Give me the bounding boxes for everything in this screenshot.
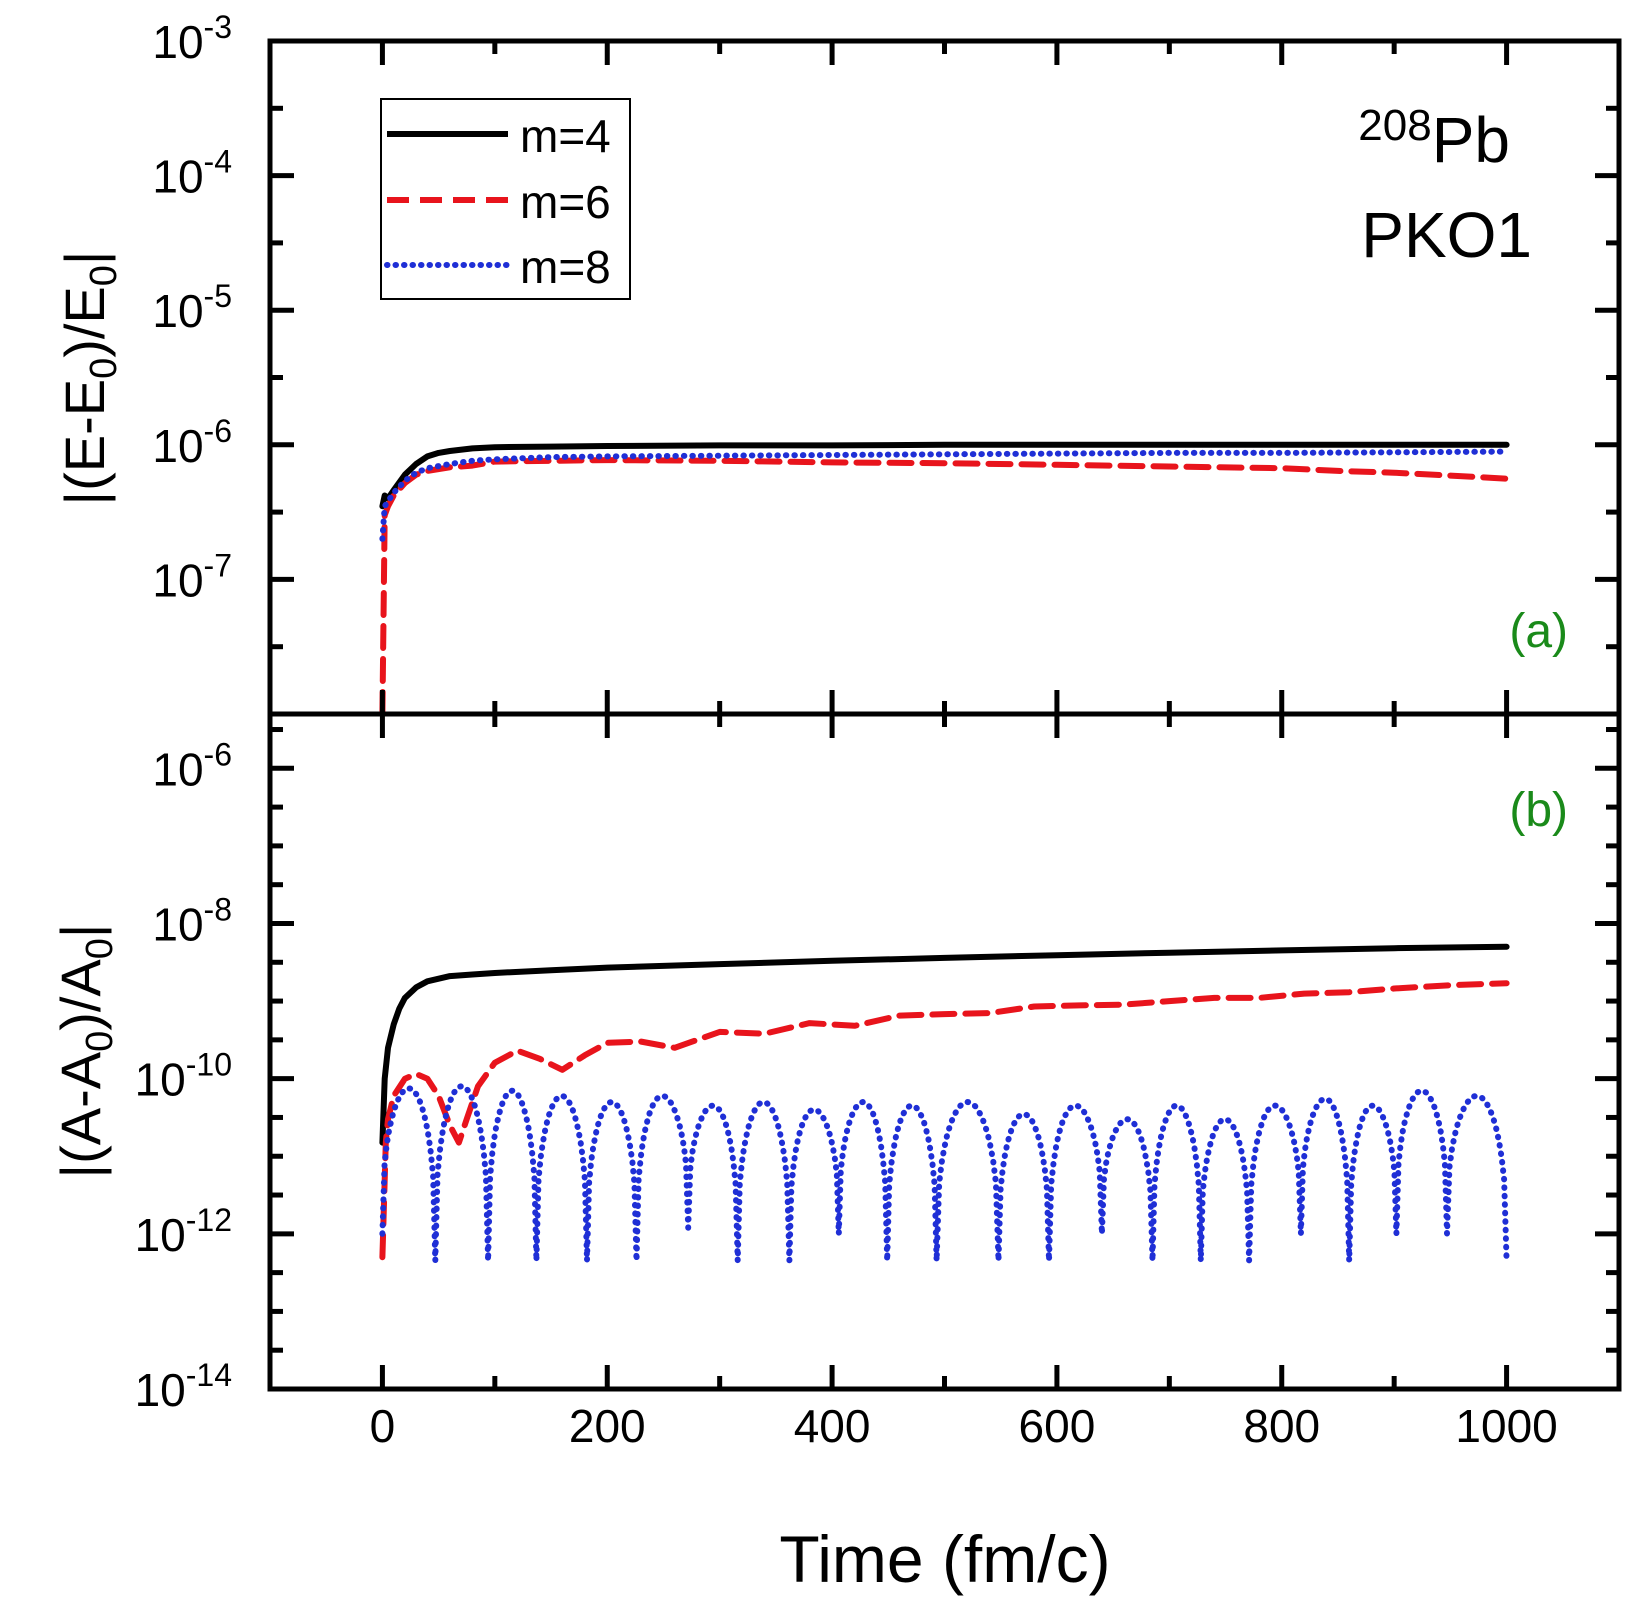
panel-a-series (379, 441, 1510, 717)
series-m=4 (379, 441, 1510, 510)
panel-a-y-label: |(E-E0)/E0| (53, 251, 125, 506)
series-m=8 (379, 1083, 1510, 1264)
legend-label-m6: m=6 (520, 176, 611, 228)
panel-b-ticks: 10-6 10-8 10-10 10-12 10-14 (135, 714, 1622, 1416)
panel-b-frame (267, 711, 1622, 1392)
x-tick-labels: 0 200 400 600 800 1000 (370, 1400, 1558, 1452)
y-tick-label: 10-14 (135, 1357, 232, 1416)
legend-label-m4: m=4 (520, 110, 611, 162)
y-tick-label: 10-5 (152, 278, 232, 337)
y-tick-label: 10-7 (152, 547, 232, 606)
panel-b-series (379, 943, 1510, 1264)
panel-a-ticks: 10-3 10-4 10-5 10-6 10-7 (152, 9, 1622, 717)
y-tick-label: 10-3 (152, 9, 232, 68)
interaction-label: PKO1 (1361, 199, 1532, 271)
x-tick-label: 600 (1019, 1400, 1096, 1452)
panel-b-y-label: |(A-A0)/A0| (49, 924, 121, 1179)
x-tick-label: 400 (794, 1400, 871, 1452)
x-tick-label: 800 (1243, 1400, 1320, 1452)
y-tick-label: 10-6 (152, 736, 232, 795)
y-tick-label: 10-4 (152, 144, 232, 203)
panel-a-label: (a) (1509, 605, 1568, 658)
isotope-label: 208Pb (1358, 101, 1510, 176)
y-tick-label: 10-6 (152, 413, 232, 472)
series-m=4 (379, 943, 1510, 1146)
series-m=6 (379, 980, 1510, 1261)
x-tick-label: 1000 (1455, 1400, 1557, 1452)
series-m=8 (379, 448, 1510, 542)
panel-b: 10-6 10-8 10-10 10-12 10-14 (135, 714, 1622, 1416)
y-tick-label: 10-10 (135, 1047, 232, 1106)
x-tick-label: 0 (370, 1400, 396, 1452)
panel-a: 10-3 10-4 10-5 10-6 10-7 (152, 9, 1622, 717)
x-tick-label: 200 (569, 1400, 646, 1452)
x-axis-label: Time (fm/c) (779, 1522, 1110, 1596)
y-tick-label: 10-8 (152, 891, 232, 950)
y-tick-label: 10-12 (135, 1202, 232, 1261)
legend-label-m8: m=8 (520, 241, 611, 293)
series-m=6 (379, 457, 1510, 717)
legend: m=4 m=6 m=8 (380, 98, 631, 300)
panel-b-label: (b) (1509, 784, 1568, 837)
